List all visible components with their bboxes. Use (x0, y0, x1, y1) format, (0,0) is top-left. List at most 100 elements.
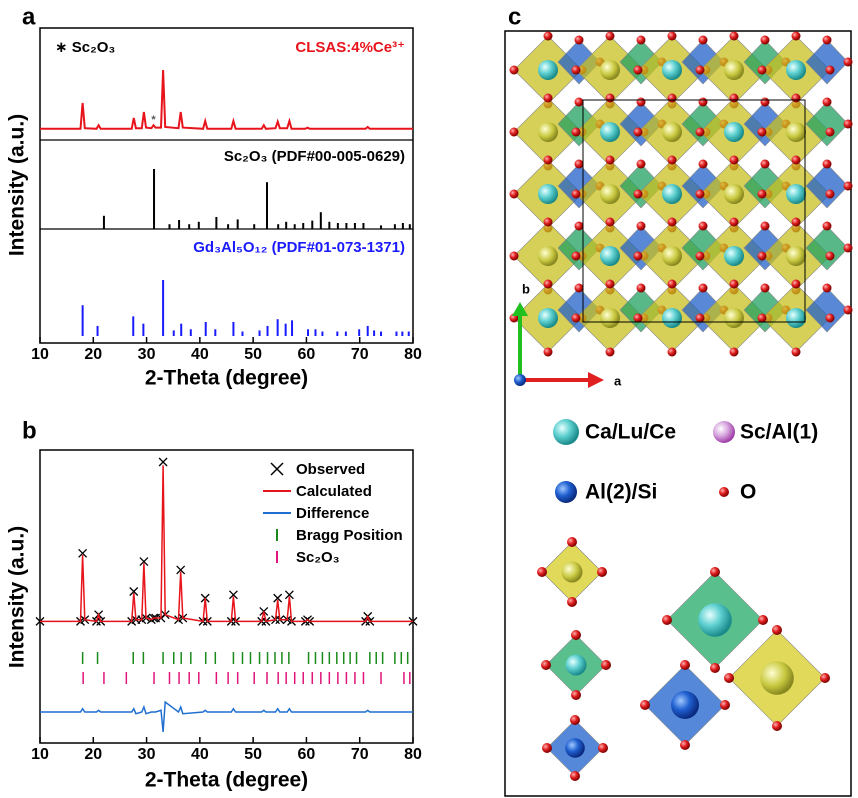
atom (730, 32, 739, 41)
atom (606, 94, 615, 103)
crystal-structure (510, 32, 853, 782)
series-label: Gd₃Al₅O₁₂ (PDF#01-073-1371) (193, 239, 405, 256)
legend-annotation: ∗ Sc₂O₃ (55, 39, 115, 56)
atom (566, 655, 587, 676)
atom (724, 184, 744, 204)
difference-line (40, 702, 413, 732)
atom (597, 567, 607, 577)
atom (820, 673, 830, 683)
x-tick-label: 50 (244, 746, 262, 763)
atom (606, 32, 615, 41)
atom (730, 156, 739, 165)
legend-symbol (271, 463, 283, 475)
atom (637, 36, 646, 45)
legend-label: Bragg Position (296, 527, 403, 544)
atom (761, 160, 770, 169)
atom (772, 625, 782, 635)
atom (640, 700, 650, 710)
atom (786, 184, 806, 204)
atom (510, 190, 519, 199)
legend-label: Sc₂O₃ (296, 549, 340, 566)
atom (668, 94, 677, 103)
x-tick-label: 60 (298, 746, 316, 763)
series-label: CLSAS:4%Ce³⁺ (295, 39, 405, 56)
atom (823, 160, 832, 169)
atom (572, 128, 581, 137)
plot-frame (40, 28, 413, 343)
atom (699, 222, 708, 231)
atom (696, 252, 705, 261)
atom (606, 280, 615, 289)
atom (668, 218, 677, 227)
x-tick-label: 30 (138, 746, 156, 763)
atom (510, 128, 519, 137)
atom (542, 743, 552, 753)
atom (826, 190, 835, 199)
atom (786, 60, 806, 80)
panel-label: c (508, 3, 521, 30)
atom (724, 308, 744, 328)
page: a b c b a Ca/Lu/Ce Sc/Al(1) Al(2)/Si O 1… (0, 0, 858, 798)
atom (571, 690, 581, 700)
atom (544, 348, 553, 357)
atom (571, 630, 581, 640)
atom (510, 252, 519, 261)
atom (710, 567, 720, 577)
atom (572, 314, 581, 323)
panel-label: a (22, 3, 36, 30)
atom (730, 218, 739, 227)
observed-point (159, 458, 167, 466)
x-tick-label: 40 (191, 746, 209, 763)
x-tick-label: 80 (404, 346, 422, 363)
atom (572, 252, 581, 261)
atom (541, 660, 551, 670)
atom (823, 98, 832, 107)
atom (567, 597, 577, 607)
atom (537, 567, 547, 577)
atom (699, 160, 708, 169)
atom (699, 284, 708, 293)
atom (710, 663, 720, 673)
atom (761, 284, 770, 293)
atom (680, 660, 690, 670)
atom (662, 615, 672, 625)
atom (792, 94, 801, 103)
legend-label: O (740, 481, 756, 504)
atom (668, 280, 677, 289)
atom (510, 66, 519, 75)
atom (758, 128, 767, 137)
atom (761, 36, 770, 45)
atom (606, 218, 615, 227)
atom (538, 246, 558, 266)
atom (724, 60, 744, 80)
atom (634, 66, 643, 75)
atom (598, 743, 608, 753)
legend-label: Difference (296, 505, 369, 522)
x-tick-label: 70 (351, 346, 369, 363)
arrow-head (588, 372, 604, 388)
atom (826, 66, 835, 75)
y-axis-label: Intensity (a.u.) (6, 114, 29, 256)
atom (758, 615, 768, 625)
atom (826, 314, 835, 323)
atom (696, 190, 705, 199)
atom (600, 60, 620, 80)
atom (720, 700, 730, 710)
atom (538, 308, 558, 328)
atom (637, 222, 646, 231)
x-tick-label: 80 (404, 746, 422, 763)
atom (758, 314, 767, 323)
atom (575, 160, 584, 169)
series-label: Sc₂O₃ (PDF#00-005-0629) (224, 148, 405, 165)
atom (823, 284, 832, 293)
atom (600, 246, 620, 266)
atom (792, 348, 801, 357)
x-tick-label: 40 (191, 346, 209, 363)
atom (572, 190, 581, 199)
atom (844, 306, 853, 315)
x-tick-label: 70 (351, 746, 369, 763)
legend-label: Al(2)/Si (585, 481, 657, 504)
atom (792, 218, 801, 227)
atom (758, 190, 767, 199)
atom (662, 308, 682, 328)
